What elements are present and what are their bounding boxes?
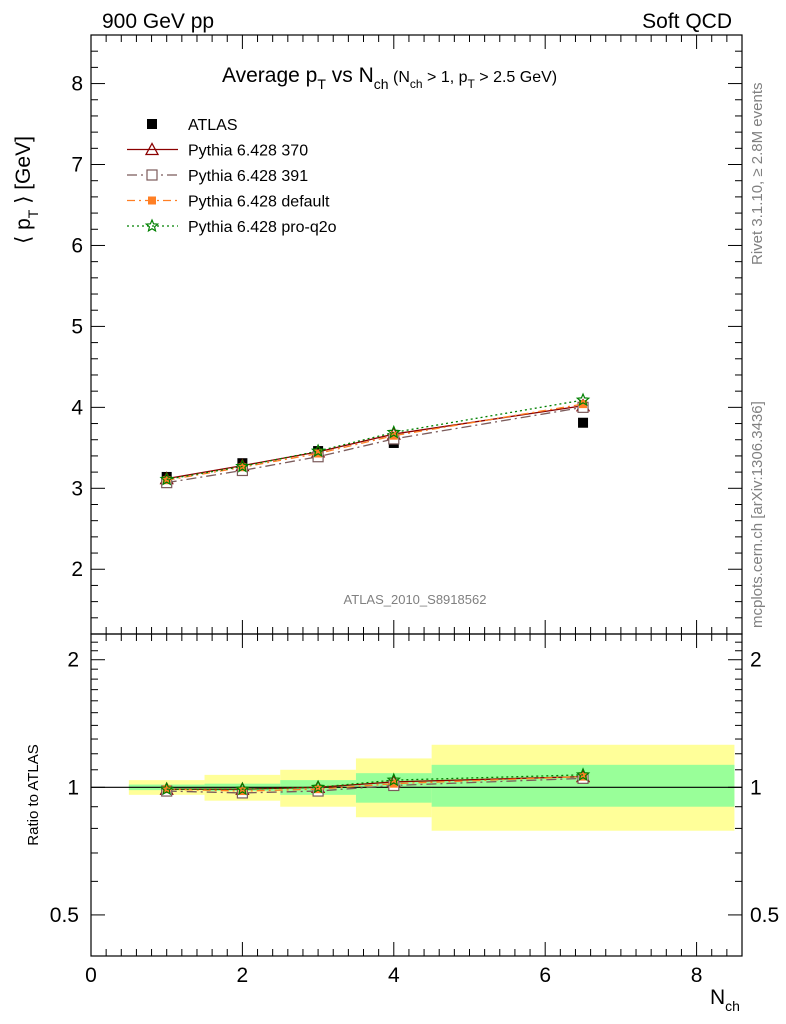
data-point	[148, 196, 156, 205]
data-point	[314, 785, 323, 794]
y-axis-label: ⟨ pT ⟩ [GeV]	[12, 136, 41, 244]
main-ytick-label: 4	[71, 396, 83, 419]
header-left: 900 GeV pp	[102, 10, 214, 33]
data-point	[159, 781, 174, 796]
data-point	[386, 772, 401, 787]
data-point	[162, 476, 171, 485]
ratio-ytick-label: 1	[67, 776, 79, 799]
data-point	[238, 463, 247, 472]
legend-label: Pythia 6.428 default	[188, 194, 330, 211]
data-point	[575, 767, 591, 781]
series-line	[166, 399, 584, 481]
x-axis-label: Nch	[710, 986, 740, 1014]
data-point	[144, 142, 160, 156]
main-ytick-label: 3	[71, 477, 83, 500]
data-point	[579, 772, 588, 781]
ratio-series-line	[166, 774, 584, 790]
ratio-y-axis-label: Ratio to ATLAS	[25, 744, 42, 845]
data-point	[159, 471, 174, 486]
data-point	[235, 781, 250, 796]
series-4	[159, 392, 591, 486]
xtick-label: 0	[85, 964, 97, 987]
main-ytick-label: 8	[71, 73, 83, 96]
ratio-ytick-label-right: 2	[750, 649, 762, 672]
series-1	[159, 398, 591, 485]
mcplots-label: mcplots.cern.ch [arXiv:1306.3436]	[749, 401, 766, 628]
ratio-ytick-label-right: 0.5	[750, 904, 779, 927]
xtick-label: 8	[691, 964, 703, 987]
legend-label: Pythia 6.428 391	[188, 168, 308, 185]
xtick-label: 4	[388, 964, 400, 987]
data-point	[238, 787, 247, 796]
legend-label: Pythia 6.428 370	[188, 143, 308, 160]
legend-item: Pythia 6.428 pro-q2o	[127, 218, 337, 236]
header-right: Soft QCD	[642, 10, 732, 33]
legend-label: ATLAS	[188, 117, 238, 134]
main-ytick-label: 2	[71, 558, 83, 581]
main-panel: 2 3 4 5 6 7 8	[71, 34, 743, 635]
xtick-label: 2	[237, 964, 249, 987]
series-line	[166, 406, 584, 484]
main-ytick-label: 5	[71, 315, 83, 338]
legend-label: Pythia 6.428 pro-q2o	[188, 219, 337, 236]
legend-item: Pythia 6.428 391	[127, 168, 308, 185]
main-ytick-label: 6	[71, 234, 83, 257]
series-0	[161, 417, 589, 482]
series-line	[166, 403, 584, 481]
data-point	[235, 458, 250, 473]
data-point	[579, 400, 588, 409]
legend-item: Pythia 6.428 default	[127, 194, 330, 211]
ratio-ytick-label-right: 1	[750, 776, 762, 799]
data-point	[146, 169, 158, 181]
data-point	[575, 392, 591, 407]
ratio-ytick-label: 0.5	[50, 904, 79, 927]
series-3	[162, 400, 588, 485]
data-point	[147, 119, 157, 129]
ratio-frame	[90, 633, 743, 957]
legend: ATLAS Pythia 6.428 370 Pythia 6.428 391 Pyt…	[127, 117, 337, 236]
main-ytick-label: 7	[71, 154, 83, 177]
series-line	[166, 405, 584, 480]
ratio-series-3	[159, 767, 591, 796]
xtick-label: 6	[539, 964, 551, 987]
legend-item: ATLAS	[147, 117, 238, 134]
ratio-ytick-label: 2	[67, 649, 79, 672]
analysis-id: ATLAS_2010_S8918562	[344, 592, 487, 607]
rivet-label: Rivet 3.1.10, ≥ 2.8M events	[749, 83, 766, 266]
data-point	[310, 443, 326, 458]
legend-item: Pythia 6.428 370	[127, 142, 308, 160]
data-point	[144, 218, 160, 233]
chart-title: Average pT vs Nch (Nch > 1, pT > 2.5 GeV…	[222, 64, 557, 92]
data-point	[237, 458, 248, 469]
data-point	[386, 424, 401, 439]
data-point	[310, 779, 326, 794]
ratio-panel: 0 2 4 6 8 0.5 0.5 1 1 2 2	[50, 633, 779, 987]
data-point	[389, 779, 398, 788]
data-point	[578, 417, 589, 428]
